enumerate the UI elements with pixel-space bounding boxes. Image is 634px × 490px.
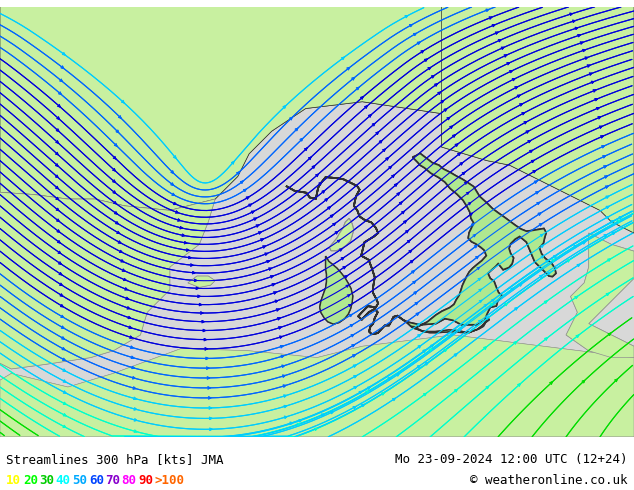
Text: 60: 60 [89,474,104,487]
Text: © weatheronline.co.uk: © weatheronline.co.uk [470,474,628,487]
Polygon shape [441,7,634,233]
Polygon shape [566,233,634,358]
Polygon shape [0,335,634,437]
Text: 70: 70 [105,474,120,487]
Polygon shape [286,153,556,334]
Polygon shape [320,256,353,324]
Polygon shape [441,7,634,233]
Text: 30: 30 [39,474,55,487]
Text: 20: 20 [23,474,38,487]
Polygon shape [320,256,353,324]
Text: 90: 90 [138,474,153,487]
Polygon shape [0,7,634,210]
Text: Streamlines 300 hPa [kts] JMA: Streamlines 300 hPa [kts] JMA [6,453,224,466]
Text: Mo 23-09-2024 12:00 UTC (12+24): Mo 23-09-2024 12:00 UTC (12+24) [395,453,628,466]
Text: 10: 10 [6,474,22,487]
Polygon shape [0,7,634,210]
Polygon shape [0,335,634,437]
Polygon shape [330,219,354,251]
Polygon shape [188,276,215,288]
Text: 40: 40 [56,474,71,487]
Polygon shape [566,233,634,358]
Polygon shape [286,153,556,334]
Text: 50: 50 [72,474,87,487]
Polygon shape [0,192,215,369]
Polygon shape [188,276,215,288]
Polygon shape [0,192,215,369]
Polygon shape [330,219,354,251]
Text: >100: >100 [155,474,184,487]
Polygon shape [411,318,489,333]
Text: 80: 80 [122,474,137,487]
Polygon shape [411,318,489,333]
